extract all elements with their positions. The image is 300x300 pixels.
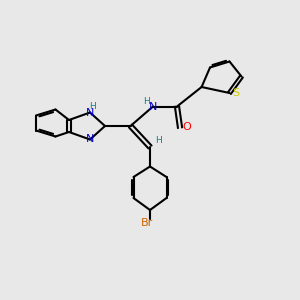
Text: S: S — [232, 88, 240, 98]
Text: N: N — [86, 134, 94, 145]
Text: O: O — [182, 122, 191, 133]
Text: N: N — [86, 107, 94, 118]
Text: N: N — [149, 101, 157, 112]
Text: H: H — [89, 102, 96, 111]
Text: H: H — [143, 98, 150, 106]
Text: H: H — [156, 136, 162, 145]
Text: Br: Br — [141, 218, 153, 229]
